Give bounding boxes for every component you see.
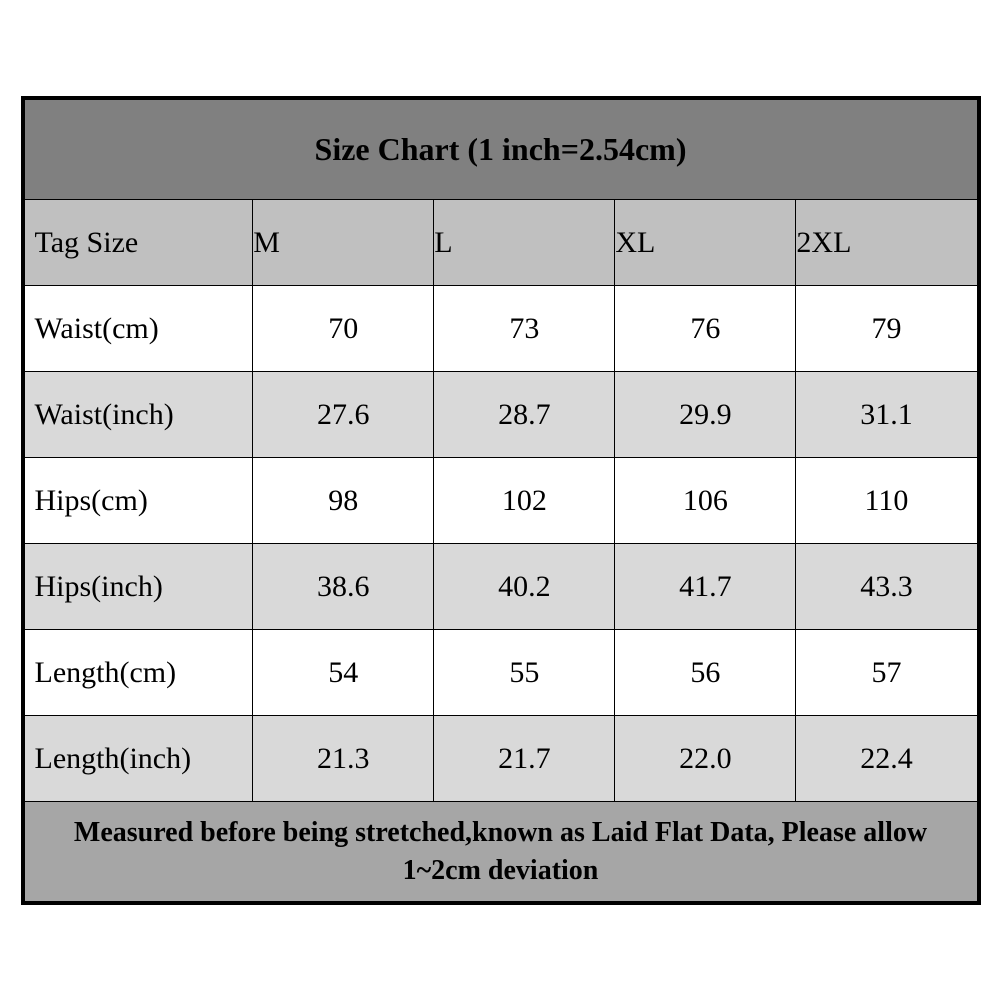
cell: 73 xyxy=(434,286,615,372)
footer-row: Measured before being stretched,known as… xyxy=(24,802,977,902)
cell: 110 xyxy=(796,458,977,544)
table-row: Waist(cm) 70 73 76 79 xyxy=(24,286,977,372)
cell: 43.3 xyxy=(796,544,977,630)
cell: 21.7 xyxy=(434,716,615,802)
size-chart-table: Size Chart (1 inch=2.54cm) Tag Size M L … xyxy=(24,99,978,902)
cell: 98 xyxy=(253,458,434,544)
table-row: Length(cm) 54 55 56 57 xyxy=(24,630,977,716)
header-col-l: L xyxy=(434,200,615,286)
chart-title: Size Chart (1 inch=2.54cm) xyxy=(24,100,977,200)
cell: 70 xyxy=(253,286,434,372)
cell: 21.3 xyxy=(253,716,434,802)
cell: 22.0 xyxy=(615,716,796,802)
size-chart-container: Size Chart (1 inch=2.54cm) Tag Size M L … xyxy=(21,96,981,905)
row-label: Hips(inch) xyxy=(24,544,253,630)
table-row: Hips(cm) 98 102 106 110 xyxy=(24,458,977,544)
header-col-xl: XL xyxy=(615,200,796,286)
cell: 40.2 xyxy=(434,544,615,630)
cell: 55 xyxy=(434,630,615,716)
cell: 57 xyxy=(796,630,977,716)
header-col-m: M xyxy=(253,200,434,286)
cell: 28.7 xyxy=(434,372,615,458)
table-row: Hips(inch) 38.6 40.2 41.7 43.3 xyxy=(24,544,977,630)
cell: 102 xyxy=(434,458,615,544)
cell: 22.4 xyxy=(796,716,977,802)
title-row: Size Chart (1 inch=2.54cm) xyxy=(24,100,977,200)
cell: 38.6 xyxy=(253,544,434,630)
row-label: Hips(cm) xyxy=(24,458,253,544)
table-row: Waist(inch) 27.6 28.7 29.9 31.1 xyxy=(24,372,977,458)
header-row: Tag Size M L XL 2XL xyxy=(24,200,977,286)
row-label: Length(inch) xyxy=(24,716,253,802)
cell: 56 xyxy=(615,630,796,716)
cell: 76 xyxy=(615,286,796,372)
chart-footer: Measured before being stretched,known as… xyxy=(24,802,977,902)
header-label: Tag Size xyxy=(24,200,253,286)
row-label: Waist(inch) xyxy=(24,372,253,458)
row-label: Waist(cm) xyxy=(24,286,253,372)
cell: 31.1 xyxy=(796,372,977,458)
cell: 29.9 xyxy=(615,372,796,458)
cell: 79 xyxy=(796,286,977,372)
cell: 41.7 xyxy=(615,544,796,630)
row-label: Length(cm) xyxy=(24,630,253,716)
header-col-2xl: 2XL xyxy=(796,200,977,286)
cell: 106 xyxy=(615,458,796,544)
table-row: Length(inch) 21.3 21.7 22.0 22.4 xyxy=(24,716,977,802)
cell: 27.6 xyxy=(253,372,434,458)
cell: 54 xyxy=(253,630,434,716)
